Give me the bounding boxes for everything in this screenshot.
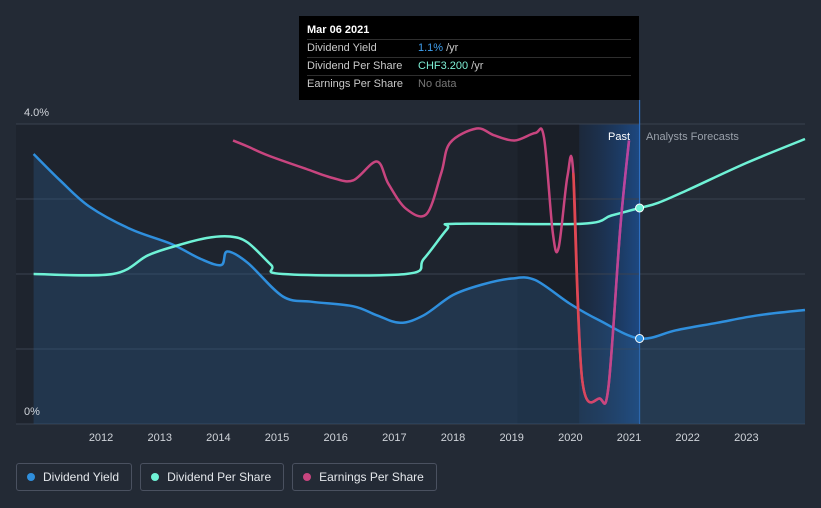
tooltip-unit: /yr	[446, 42, 459, 54]
x-tick-label: 2020	[558, 432, 582, 444]
tooltip-label: Dividend Per Share	[307, 60, 403, 72]
legend: Dividend Yield Dividend Per Share Earnin…	[16, 463, 437, 491]
legend-earnings-per-share[interactable]: Earnings Per Share	[292, 463, 437, 491]
dividend-per-share-marker	[635, 203, 645, 213]
legend-label: Dividend Yield	[43, 470, 120, 484]
earnings-per-share-drop-line	[572, 140, 631, 405]
x-tick-label: 2015	[265, 432, 289, 444]
tooltip-row-dividend-yield: Dividend Yield 1.1% /yr	[307, 39, 631, 57]
legend-dot-icon	[27, 473, 35, 481]
dividend-per-share-line	[33, 137, 806, 277]
tooltip-row-dividend-per-share: Dividend Per Share CHF3.200 /yr	[307, 57, 631, 75]
x-tick-label: 2018	[441, 432, 465, 444]
tooltip-unit: /yr	[471, 60, 484, 72]
dividend-yield-marker	[635, 334, 645, 343]
x-tick-label: 2012	[89, 432, 113, 444]
past-label: Past	[608, 131, 630, 143]
x-tick-label: 2013	[147, 432, 171, 444]
x-tick-label: 2022	[675, 432, 699, 444]
legend-dividend-per-share[interactable]: Dividend Per Share	[140, 463, 285, 491]
legend-dot-icon	[151, 473, 160, 481]
tooltip-date: Mar 06 2021	[307, 24, 370, 36]
x-tick-label: 2014	[206, 432, 230, 444]
legend-label: Earnings Per Share	[319, 470, 424, 484]
x-tick-label: 2019	[499, 432, 523, 444]
tooltip-value: CHF3.200	[418, 60, 469, 72]
y-axis-bottom-label: 0%	[24, 406, 40, 418]
x-tick-label: 2017	[382, 432, 406, 444]
legend-dot-icon	[303, 473, 312, 481]
tooltip-row-earnings-per-share: Earnings Per Share No data	[307, 75, 631, 93]
tooltip: Mar 06 2021 Dividend Yield 1.1% /yr Divi…	[299, 16, 639, 100]
forecast-label: Analysts Forecasts	[646, 131, 739, 143]
x-tick-label: 2023	[734, 432, 758, 444]
x-tick-label: 2016	[323, 432, 347, 444]
tooltip-value: No data	[418, 78, 457, 90]
tooltip-label: Dividend Yield	[307, 42, 377, 54]
legend-dividend-yield[interactable]: Dividend Yield	[16, 463, 133, 491]
y-axis-top-label: 4.0%	[24, 107, 49, 119]
legend-label: Dividend Per Share	[167, 470, 272, 484]
x-tick-label: 2021	[617, 432, 641, 444]
tooltip-value: 1.1%	[418, 42, 444, 54]
tooltip-label: Earnings Per Share	[307, 78, 403, 90]
